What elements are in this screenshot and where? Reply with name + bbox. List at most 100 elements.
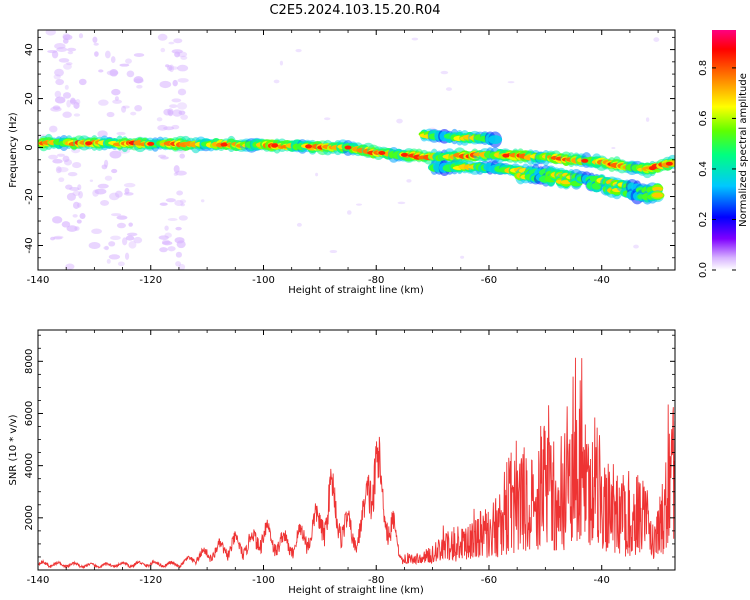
heatmap-cell bbox=[67, 171, 78, 177]
heatmap-cell bbox=[156, 117, 163, 122]
heatmap-cell bbox=[174, 51, 181, 58]
heatmap-cell bbox=[61, 221, 71, 228]
snr-xlabel: Height of straight line (km) bbox=[288, 585, 424, 596]
heatmap-cell bbox=[88, 241, 101, 249]
chart-title: C2E5.2024.103.15.20.R04 bbox=[269, 3, 440, 18]
y-tick-label: -40 bbox=[24, 237, 35, 253]
heatmap-cell bbox=[116, 131, 126, 136]
heatmap-cell bbox=[92, 189, 99, 197]
heatmap-cell bbox=[66, 47, 77, 52]
heatmap-cell bbox=[160, 47, 166, 53]
heatmap-cell bbox=[177, 88, 187, 96]
heatmap-cell bbox=[460, 255, 465, 259]
snr-ylabel: SNR (10 * v/v) bbox=[8, 414, 19, 485]
colorbar: 0.0 0.2 0.4 0.6 0.8 Normalized spectral ampl… bbox=[698, 30, 749, 278]
heatmap-cell bbox=[125, 58, 132, 64]
heatmap-spectrum bbox=[38, 30, 675, 270]
heatmap-hotspot bbox=[581, 158, 589, 163]
heatmap-cell bbox=[180, 114, 188, 120]
heatmap-cell bbox=[445, 87, 452, 91]
heatmap-cell bbox=[174, 237, 185, 244]
heatmap-cell bbox=[161, 239, 171, 245]
heatmap-cell bbox=[104, 50, 111, 59]
heatmap-cell bbox=[125, 235, 135, 241]
heatmap-cell bbox=[77, 184, 82, 191]
heatmap-cell bbox=[652, 186, 663, 192]
x-tick-label: -40 bbox=[594, 575, 610, 586]
heatmap-cell bbox=[158, 235, 169, 240]
heatmap-cell bbox=[164, 232, 172, 238]
heatmap-cell bbox=[73, 113, 81, 117]
heatmap-cell bbox=[651, 192, 664, 198]
heatmap-cell bbox=[98, 99, 109, 106]
heatmap-cell bbox=[180, 203, 185, 207]
heatmap-cell bbox=[50, 236, 56, 241]
heatmap-cell bbox=[163, 126, 175, 131]
heatmap-cell bbox=[157, 124, 168, 131]
heatmap-cell bbox=[159, 247, 168, 253]
heatmap-cell bbox=[89, 179, 94, 182]
heatmap-cell bbox=[397, 201, 406, 205]
heatmap-cell bbox=[92, 36, 98, 43]
heatmap-cell bbox=[55, 166, 62, 174]
heatmap-cell bbox=[55, 78, 65, 86]
heatmap-cell bbox=[123, 182, 136, 188]
heatmap-hotspot bbox=[271, 143, 279, 148]
heatmap-cell bbox=[133, 236, 143, 244]
heatmap-cell bbox=[633, 244, 639, 249]
heatmap-cell bbox=[54, 96, 66, 104]
heatmap-cell bbox=[488, 135, 503, 145]
heatmap-cell bbox=[126, 70, 135, 78]
heatmap-cell bbox=[355, 203, 363, 206]
heatmap-cell bbox=[279, 60, 284, 66]
x-tick-label: -80 bbox=[368, 575, 384, 586]
heatmap-cell bbox=[440, 70, 449, 75]
heatmap-cell bbox=[173, 165, 180, 174]
heatmap-cell bbox=[177, 78, 189, 83]
heatmap-hotspot bbox=[502, 153, 510, 158]
heatmap-cell bbox=[411, 37, 419, 41]
heatmap-cell bbox=[164, 225, 169, 231]
heatmap-cell bbox=[66, 99, 71, 108]
heatmap-hotspot bbox=[665, 161, 673, 166]
heatmap-cell bbox=[50, 106, 62, 112]
colorbar-tick-label: 0.8 bbox=[698, 60, 709, 76]
heatmap-cell bbox=[54, 43, 66, 50]
heatmap-cell bbox=[62, 34, 73, 41]
heatmap-cell bbox=[179, 199, 187, 204]
heatmap-cell bbox=[406, 179, 412, 183]
heatmap-cell bbox=[62, 155, 70, 163]
heatmap-cell bbox=[169, 104, 178, 109]
heatmap-panel: -140 -120 -100 -80 -60 -40 -40 -20 0 20 40 Height… bbox=[8, 29, 676, 296]
snr-series-line bbox=[38, 357, 675, 570]
heatmap-cell bbox=[67, 51, 74, 55]
heatmap-hotspot bbox=[400, 152, 408, 157]
heatmap-cell bbox=[167, 246, 176, 252]
heatmap-cell bbox=[175, 226, 182, 231]
heatmap-cell bbox=[130, 111, 137, 116]
heatmap-cell bbox=[114, 96, 119, 101]
heatmap-cell bbox=[346, 210, 352, 215]
heatmap-cell bbox=[78, 191, 83, 199]
heatmap-cell bbox=[124, 187, 130, 195]
heatmap-cell bbox=[66, 192, 76, 201]
x-tick-label: -140 bbox=[27, 575, 50, 586]
heatmap-cell bbox=[110, 235, 121, 241]
heatmap-cell bbox=[93, 42, 99, 46]
heatmap-hotspot bbox=[344, 145, 352, 150]
heatmap-cell bbox=[111, 88, 121, 96]
x-tick-label: -120 bbox=[139, 275, 162, 286]
heatmap-cell bbox=[645, 117, 650, 122]
x-tick-label: -140 bbox=[27, 275, 50, 286]
heatmap-cell bbox=[163, 108, 171, 116]
heatmap-cell bbox=[121, 105, 127, 113]
heatmap-cell bbox=[507, 81, 515, 84]
heatmap-cell bbox=[324, 117, 331, 121]
heatmap-cell bbox=[168, 41, 175, 45]
heatmap-cell bbox=[126, 232, 138, 237]
heatmap-cell bbox=[74, 226, 80, 231]
snr-y-axis: 2000 4000 6000 8000 bbox=[24, 334, 675, 571]
heatmap-cell bbox=[128, 241, 137, 249]
y-tick-label: 8000 bbox=[24, 349, 35, 374]
